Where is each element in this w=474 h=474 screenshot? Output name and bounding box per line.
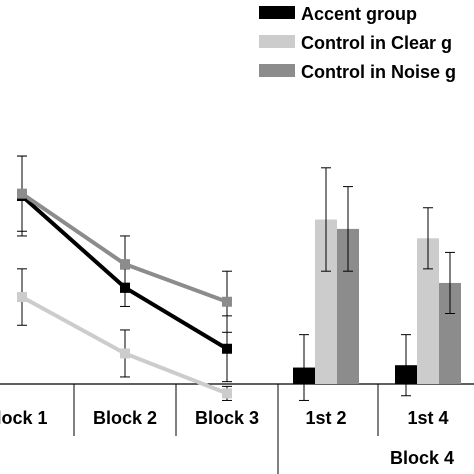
bar-series <box>293 167 461 401</box>
group-label-block-4: Block 4 <box>390 448 454 468</box>
legend-label-control-in-clear-g: Control in Clear g <box>301 33 452 53</box>
legend: Accent group Control in Clear g Control in… <box>259 4 456 82</box>
bar-1st-4-control-in-noise-g <box>439 282 461 384</box>
point-control-in-clear-g-block-2 <box>120 348 130 359</box>
point-control-in-noise-g-block-3 <box>222 296 232 307</box>
bar-1st-2-control-in-clear-g <box>315 219 337 384</box>
legend-swatch-control-in-clear-g <box>259 35 295 48</box>
bar-1st-2-control-in-noise-g <box>337 228 359 384</box>
point-accent-group-block-3 <box>222 343 232 354</box>
legend-label-control-in-noise-g: Control in Noise g <box>301 62 456 82</box>
bar-1st-4-control-in-clear-g <box>417 238 439 384</box>
legend-swatch-control-in-noise-g <box>259 64 295 77</box>
point-control-in-noise-g-lock-1 <box>17 188 27 199</box>
x-tick-label-block-3: Block 3 <box>195 408 259 428</box>
legend-label-accent-group: Accent group <box>301 4 417 24</box>
legend-swatch-accent-group <box>259 6 295 19</box>
x-tick-label-lock-1: lock 1 <box>0 408 48 428</box>
x-tick-labels: lock 1 Block 2 Block 3 1st 2 1st 4 Block 4 <box>0 408 454 468</box>
point-control-in-clear-g-block-3 <box>222 388 232 399</box>
point-control-in-clear-g-lock-1 <box>17 292 27 303</box>
x-tick-label-1st-2: 1st 2 <box>305 408 346 428</box>
line-series <box>17 155 232 401</box>
point-control-in-noise-g-block-2 <box>120 259 130 270</box>
x-tick-label-block-2: Block 2 <box>93 408 157 428</box>
x-tick-label-1st-4: 1st 4 <box>407 408 448 428</box>
